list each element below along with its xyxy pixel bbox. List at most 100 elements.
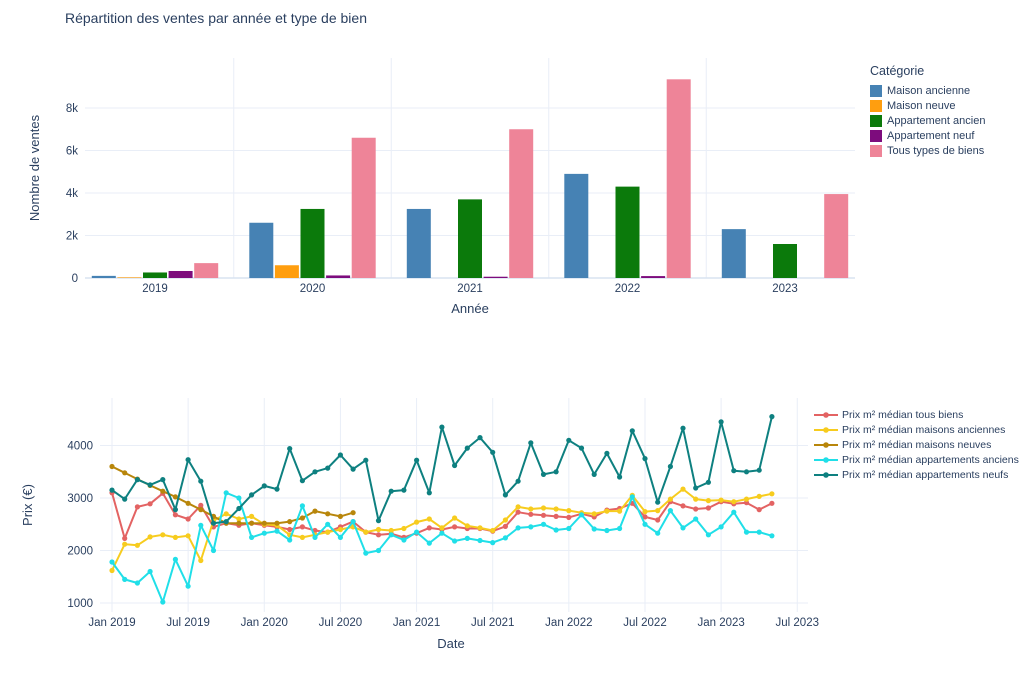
point-prix-m-m-dian-maisons-anciennes[interactable] <box>515 504 521 510</box>
point-prix-m-m-dian-maisons-anciennes[interactable] <box>122 541 128 547</box>
point-prix-m-m-dian-appartements-anciens[interactable] <box>147 568 153 575</box>
point-prix-m-m-dian-appartements-neufs[interactable] <box>363 457 369 463</box>
point-prix-m-m-dian-appartements-neufs[interactable] <box>490 449 496 455</box>
point-prix-m-m-dian-appartements-neufs[interactable] <box>375 518 382 524</box>
point-prix-m-m-dian-appartements-anciens[interactable] <box>172 556 178 563</box>
point-prix-m-m-dian-appartements-neufs[interactable] <box>134 477 140 483</box>
point-prix-m-m-dian-appartements-anciens[interactable] <box>109 559 115 565</box>
bar-appartement-ancien-2020[interactable] <box>300 208 325 278</box>
point-prix-m-m-dian-tous-biens[interactable] <box>134 504 140 510</box>
point-prix-m-m-dian-appartements-anciens[interactable] <box>185 583 191 589</box>
point-prix-m-m-dian-appartements-anciens[interactable] <box>693 516 699 522</box>
bar-maison-ancienne-2022[interactable] <box>564 173 589 278</box>
point-prix-m-m-dian-appartements-anciens[interactable] <box>363 550 369 556</box>
point-prix-m-m-dian-appartements-anciens[interactable] <box>528 524 534 530</box>
point-prix-m-m-dian-tous-biens[interactable] <box>769 500 775 506</box>
legend-item-appartement-ancien[interactable]: Appartement ancien <box>870 113 985 128</box>
point-prix-m-m-dian-appartements-anciens[interactable] <box>198 522 204 528</box>
point-prix-m-m-dian-maisons-anciennes[interactable] <box>617 508 623 514</box>
point-prix-m-m-dian-tous-biens[interactable] <box>375 532 382 538</box>
point-prix-m-m-dian-appartements-anciens[interactable] <box>553 527 559 533</box>
point-prix-m-m-dian-appartements-neufs[interactable] <box>210 520 217 526</box>
point-prix-m-m-dian-maisons-neuves[interactable] <box>350 510 356 516</box>
point-prix-m-m-dian-maisons-anciennes[interactable] <box>528 506 534 512</box>
point-prix-m-m-dian-maisons-neuves[interactable] <box>109 463 115 470</box>
point-prix-m-m-dian-appartements-neufs[interactable] <box>312 469 318 475</box>
point-prix-m-m-dian-appartements-anciens[interactable] <box>655 530 661 536</box>
point-prix-m-m-dian-maisons-anciennes[interactable] <box>426 516 432 522</box>
point-prix-m-m-dian-appartements-neufs[interactable] <box>185 457 191 463</box>
point-prix-m-m-dian-maisons-anciennes[interactable] <box>325 529 331 535</box>
point-prix-m-m-dian-maisons-anciennes[interactable] <box>604 508 610 514</box>
point-prix-m-m-dian-tous-biens[interactable] <box>705 505 712 511</box>
point-prix-m-m-dian-maisons-anciennes[interactable] <box>388 527 394 534</box>
point-prix-m-m-dian-maisons-anciennes[interactable] <box>769 491 775 497</box>
point-prix-m-m-dian-appartements-neufs[interactable] <box>756 467 762 473</box>
point-prix-m-m-dian-maisons-anciennes[interactable] <box>464 523 470 529</box>
point-prix-m-m-dian-appartements-anciens[interactable] <box>401 537 407 543</box>
bar-maison-ancienne-2019[interactable] <box>91 275 116 278</box>
point-prix-m-m-dian-appartements-anciens[interactable] <box>375 547 382 554</box>
point-prix-m-m-dian-appartements-neufs[interactable] <box>160 477 166 483</box>
point-prix-m-m-dian-appartements-anciens[interactable] <box>540 521 547 527</box>
point-prix-m-m-dian-tous-biens[interactable] <box>680 503 686 509</box>
point-prix-m-m-dian-maisons-anciennes[interactable] <box>591 511 597 517</box>
point-prix-m-m-dian-appartements-anciens[interactable] <box>261 530 267 536</box>
legend-item-prix-m-m-dian-maisons-anciennes[interactable]: Prix m² médian maisons anciennes <box>813 422 1019 437</box>
point-prix-m-m-dian-appartements-anciens[interactable] <box>210 547 217 554</box>
legend-item-prix-m-m-dian-appartements-neufs[interactable]: Prix m² médian appartements neufs <box>813 467 1019 482</box>
point-prix-m-m-dian-maisons-anciennes[interactable] <box>731 499 737 505</box>
point-prix-m-m-dian-maisons-neuves[interactable] <box>274 520 280 526</box>
point-prix-m-m-dian-tous-biens[interactable] <box>515 509 521 515</box>
point-prix-m-m-dian-maisons-neuves[interactable] <box>299 515 305 521</box>
point-prix-m-m-dian-appartements-neufs[interactable] <box>477 435 483 441</box>
point-prix-m-m-dian-appartements-anciens[interactable] <box>236 495 242 501</box>
point-prix-m-m-dian-maisons-anciennes[interactable] <box>655 508 661 514</box>
point-prix-m-m-dian-maisons-anciennes[interactable] <box>705 498 712 504</box>
point-prix-m-m-dian-maisons-neuves[interactable] <box>122 470 128 476</box>
bar-appartement-ancien-2021[interactable] <box>458 199 482 278</box>
point-prix-m-m-dian-tous-biens[interactable] <box>756 507 762 513</box>
legend-item-prix-m-m-dian-appartements-anciens[interactable]: Prix m² médian appartements anciens <box>813 452 1019 467</box>
point-prix-m-m-dian-maisons-anciennes[interactable] <box>198 557 204 564</box>
point-prix-m-m-dian-appartements-neufs[interactable] <box>540 471 547 477</box>
point-prix-m-m-dian-appartements-anciens[interactable] <box>426 540 432 546</box>
point-prix-m-m-dian-appartements-neufs[interactable] <box>464 445 470 451</box>
point-prix-m-m-dian-maisons-anciennes[interactable] <box>223 511 229 517</box>
point-prix-m-m-dian-appartements-anciens[interactable] <box>502 535 508 541</box>
point-prix-m-m-dian-maisons-anciennes[interactable] <box>680 486 686 492</box>
point-prix-m-m-dian-tous-biens[interactable] <box>299 524 305 530</box>
point-prix-m-m-dian-appartements-anciens[interactable] <box>604 527 610 534</box>
point-prix-m-m-dian-tous-biens[interactable] <box>122 535 128 542</box>
point-prix-m-m-dian-maisons-anciennes[interactable] <box>414 519 420 525</box>
point-prix-m-m-dian-appartements-anciens[interactable] <box>667 508 674 514</box>
bar-tous-types-de-biens-2021[interactable] <box>509 129 534 278</box>
bar-maison-neuve-2019[interactable] <box>117 277 142 278</box>
point-prix-m-m-dian-appartements-anciens[interactable] <box>731 509 737 515</box>
point-prix-m-m-dian-appartements-neufs[interactable] <box>743 469 750 475</box>
point-prix-m-m-dian-appartements-neufs[interactable] <box>617 474 623 480</box>
bar-tous-types-de-biens-2019[interactable] <box>194 263 219 278</box>
point-prix-m-m-dian-appartements-anciens[interactable] <box>490 540 496 546</box>
point-prix-m-m-dian-appartements-anciens[interactable] <box>274 528 280 534</box>
point-prix-m-m-dian-maisons-anciennes[interactable] <box>401 525 407 532</box>
point-prix-m-m-dian-maisons-anciennes[interactable] <box>249 513 255 520</box>
point-prix-m-m-dian-appartements-anciens[interactable] <box>705 532 712 538</box>
point-prix-m-m-dian-maisons-neuves[interactable] <box>312 508 318 514</box>
point-prix-m-m-dian-maisons-anciennes[interactable] <box>160 532 166 538</box>
point-prix-m-m-dian-maisons-neuves[interactable] <box>198 507 204 513</box>
point-prix-m-m-dian-appartements-neufs[interactable] <box>642 456 648 462</box>
point-prix-m-m-dian-maisons-neuves[interactable] <box>172 494 178 500</box>
bar-appartement-neuf-2022[interactable] <box>641 276 666 278</box>
point-prix-m-m-dian-appartements-neufs[interactable] <box>629 428 635 434</box>
point-prix-m-m-dian-maisons-anciennes[interactable] <box>299 534 305 541</box>
point-prix-m-m-dian-appartements-neufs[interactable] <box>693 485 699 491</box>
point-prix-m-m-dian-tous-biens[interactable] <box>642 514 648 520</box>
point-prix-m-m-dian-appartements-anciens[interactable] <box>515 525 521 531</box>
point-prix-m-m-dian-appartements-anciens[interactable] <box>249 534 255 541</box>
bar-appartement-neuf-2021[interactable] <box>483 276 508 278</box>
legend-item-prix-m-m-dian-tous-biens[interactable]: Prix m² médian tous biens <box>813 407 1019 422</box>
point-prix-m-m-dian-appartements-neufs[interactable] <box>680 425 686 431</box>
point-prix-m-m-dian-appartements-neufs[interactable] <box>274 486 280 492</box>
point-prix-m-m-dian-maisons-anciennes[interactable] <box>566 508 572 514</box>
